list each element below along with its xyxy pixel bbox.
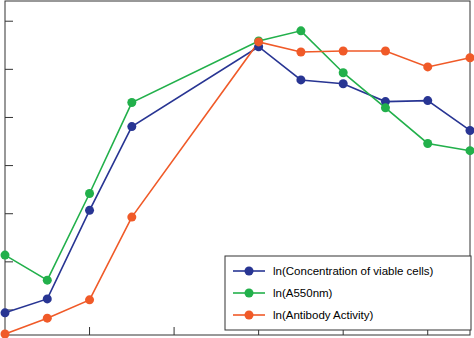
legend-marker: [245, 311, 254, 320]
point: [339, 79, 348, 88]
legend-label: ln(Concentration of viable cells): [273, 265, 434, 277]
point: [339, 47, 348, 56]
legend-marker: [245, 289, 254, 298]
y-tick: [5, 117, 13, 118]
point: [127, 98, 136, 107]
point: [254, 36, 263, 45]
point: [127, 122, 136, 131]
series-line: [5, 31, 470, 280]
point: [296, 75, 305, 84]
point: [381, 47, 390, 56]
plot-frame: [5, 1, 470, 335]
legend-box: [225, 256, 471, 330]
point: [296, 26, 305, 35]
point: [466, 146, 474, 155]
point: [85, 295, 94, 304]
point: [1, 330, 10, 338]
point: [296, 48, 305, 57]
point: [339, 68, 348, 77]
series-line: [5, 42, 470, 334]
point: [43, 294, 52, 303]
legend-label: ln(A550nm): [273, 287, 333, 299]
point: [1, 251, 10, 260]
point: [85, 206, 94, 215]
y-tick: [5, 213, 13, 214]
legend-label: ln(Antibody Activity): [273, 309, 374, 321]
point: [1, 308, 10, 317]
x-tick: [89, 327, 90, 335]
point: [466, 53, 474, 62]
y-tick: [5, 165, 13, 166]
x-tick: [174, 327, 175, 335]
y-tick: [5, 261, 13, 262]
point: [85, 189, 94, 198]
y-tick: [5, 69, 13, 70]
point: [43, 314, 52, 323]
point: [127, 213, 136, 222]
legend-marker: [245, 267, 254, 276]
chart: ln(Concentration of viable cells) ln(A550…: [0, 0, 474, 338]
point: [466, 126, 474, 135]
point: [423, 139, 432, 148]
plot-area: [1, 26, 474, 338]
legend: ln(Concentration of viable cells) ln(A550…: [225, 256, 471, 330]
y-tick: [5, 21, 13, 22]
point: [43, 276, 52, 285]
point: [254, 37, 263, 46]
point: [381, 103, 390, 112]
point: [423, 62, 432, 71]
point: [423, 96, 432, 105]
